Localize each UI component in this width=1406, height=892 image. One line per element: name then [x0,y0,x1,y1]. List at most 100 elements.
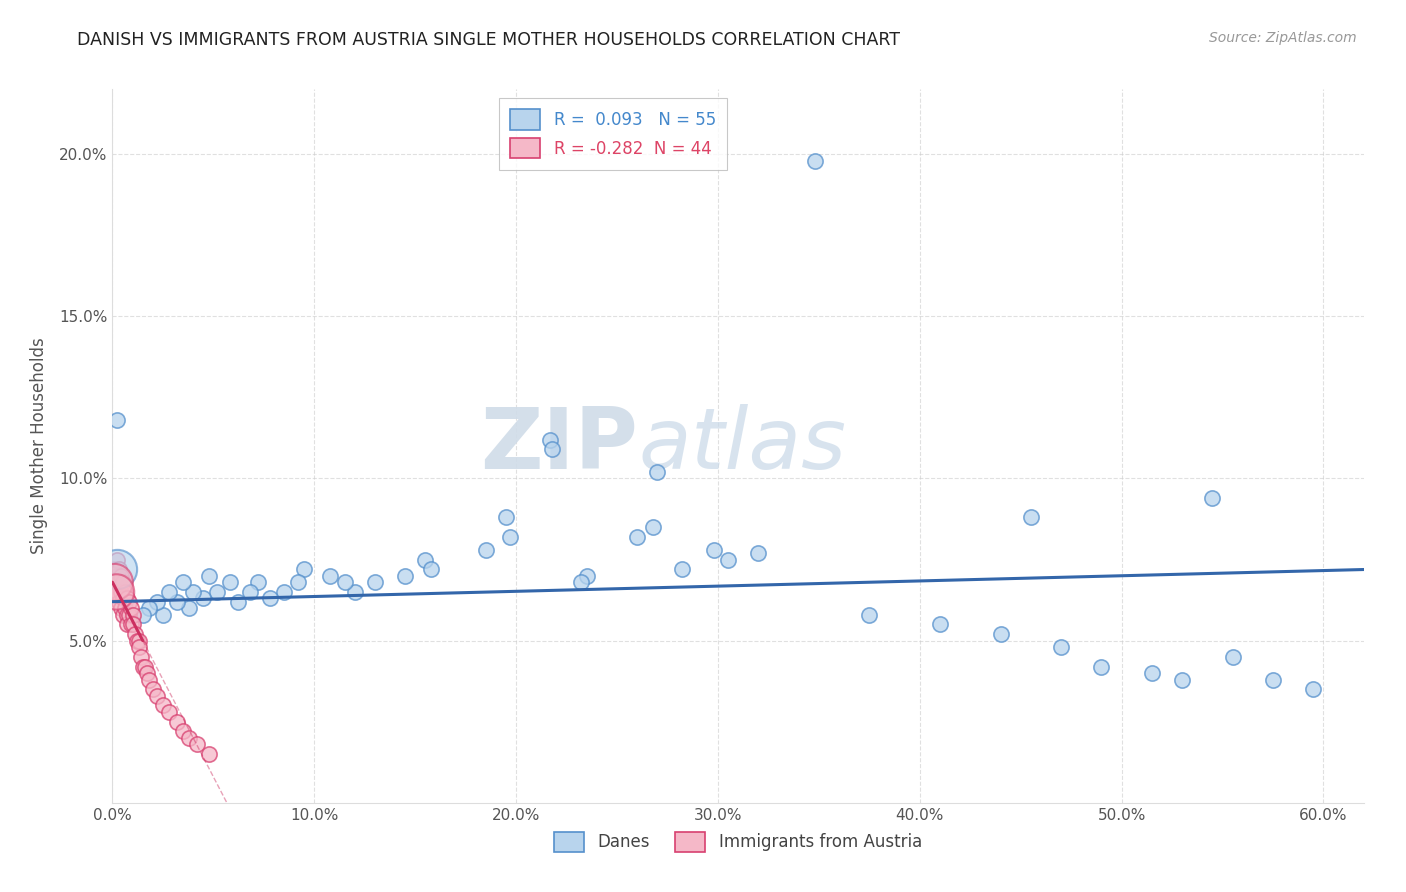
Point [120,617,142,632]
Point [105,413,128,427]
Point [1050,640,1073,654]
Point [103,575,125,590]
Point [107,562,129,576]
Point [1222,649,1244,664]
Point [1171,673,1194,687]
Point [394,568,416,582]
Point [1302,682,1324,697]
Point [287,575,309,590]
Point [541,442,564,457]
Point [717,552,740,566]
Text: ZIP: ZIP [481,404,638,488]
Point [475,542,498,557]
Point [146,689,169,703]
Point [929,617,952,632]
Point [110,585,132,599]
Point [259,591,281,606]
Point [135,666,157,681]
Point [142,682,165,697]
Point [179,601,201,615]
Point [114,585,136,599]
Point [121,607,143,622]
Point [1090,659,1112,673]
Point [132,607,155,622]
Point [643,520,665,534]
Point [111,591,134,606]
Point [671,562,693,576]
Point [128,640,150,654]
Point [146,595,169,609]
Point [1261,673,1284,687]
Point [538,433,561,447]
Point [103,585,125,599]
Point [364,575,387,590]
Point [569,575,592,590]
Point [179,731,201,745]
Point [420,562,443,576]
Point [273,585,295,599]
Text: DANISH VS IMMIGRANTS FROM AUSTRIA SINGLE MOTHER HOUSEHOLDS CORRELATION CHART: DANISH VS IMMIGRANTS FROM AUSTRIA SINGLE… [77,31,900,49]
Text: Source: ZipAtlas.com: Source: ZipAtlas.com [1209,31,1357,45]
Point [117,595,139,609]
Point [226,595,249,609]
Point [626,530,648,544]
Point [157,585,180,599]
Point [166,595,188,609]
Point [703,542,725,557]
Point [193,591,215,606]
Point [105,568,128,582]
Point [343,585,366,599]
Point [138,601,160,615]
Point [120,601,142,615]
Point [107,595,129,609]
Point [103,575,125,590]
Point [1019,510,1042,524]
Point [125,633,148,648]
Point [114,601,136,615]
Point [495,510,517,524]
Point [132,659,155,673]
Point [105,585,128,599]
Point [129,649,152,664]
Point [181,585,204,599]
Text: atlas: atlas [638,404,846,488]
Point [413,552,436,566]
Point [110,568,132,582]
Point [198,747,221,761]
Point [1140,666,1163,681]
Point [804,153,827,168]
Point [115,617,138,632]
Point [333,575,356,590]
Point [172,724,194,739]
Point [207,585,229,599]
Point [499,530,522,544]
Point [121,617,143,632]
Point [105,552,128,566]
Point [198,568,221,582]
Point [110,601,132,615]
Y-axis label: Single Mother Households: Single Mother Households [30,338,48,554]
Point [319,568,342,582]
Point [128,633,150,648]
Point [575,568,598,582]
Point [111,575,134,590]
Point [124,627,146,641]
Point [115,591,138,606]
Point [134,659,156,673]
Point [105,585,128,599]
Point [186,738,208,752]
Point [246,575,269,590]
Legend: Danes, Immigrants from Austria: Danes, Immigrants from Austria [548,825,928,859]
Point [117,607,139,622]
Point [152,607,174,622]
Point [152,698,174,713]
Point [747,546,769,560]
Point [157,705,180,719]
Point [858,607,880,622]
Point [990,627,1012,641]
Point [115,607,138,622]
Point [166,714,188,729]
Point [111,607,134,622]
Point [107,575,129,590]
Point [647,465,669,479]
